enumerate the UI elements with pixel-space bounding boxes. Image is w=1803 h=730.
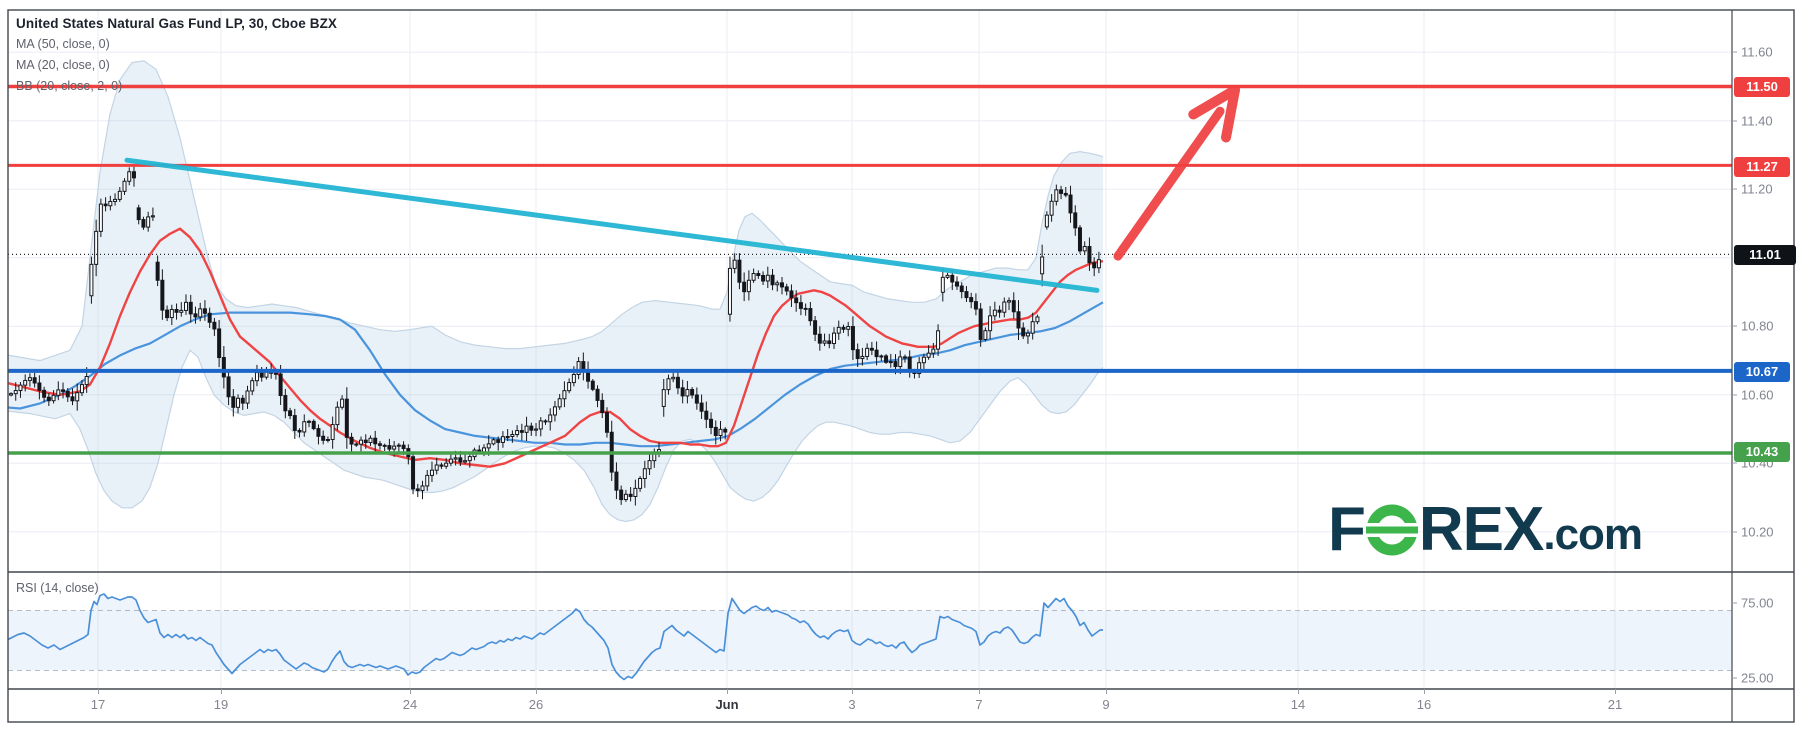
time-label-21: 21 bbox=[1607, 697, 1623, 712]
price-badge-11.27: 11.27 bbox=[1734, 157, 1790, 177]
bollinger-lower-line bbox=[8, 349, 1104, 523]
time-tick bbox=[852, 689, 853, 694]
bollinger-band-fill bbox=[8, 60, 1103, 522]
price-badge-10.67: 10.67 bbox=[1734, 362, 1790, 382]
rsi-line bbox=[8, 593, 1103, 681]
price-badge-11.01: 11.01 bbox=[1734, 245, 1796, 265]
time-label-9: 9 bbox=[1102, 697, 1110, 712]
indicator-label-ma20[interactable]: MA (20, close, 0) bbox=[16, 58, 110, 72]
time-label-16: 16 bbox=[1416, 697, 1432, 712]
time-tick bbox=[979, 689, 980, 694]
price-tick-label: 10.80 bbox=[1741, 318, 1774, 334]
logo-text-f: F bbox=[1328, 495, 1366, 564]
price-tick-label: 11.20 bbox=[1741, 181, 1773, 197]
indicator-label-ma50[interactable]: MA (50, close, 0) bbox=[16, 37, 110, 51]
time-tick bbox=[410, 689, 411, 694]
price-tick-dash bbox=[1732, 325, 1737, 327]
chart-legend: United States Natural Gas Fund LP, 30, C… bbox=[16, 13, 337, 97]
ma50-line bbox=[8, 301, 1104, 448]
price-tick-dash bbox=[1732, 602, 1737, 604]
indicator-label-bb[interactable]: BB (20, close, 2, 0) bbox=[16, 79, 123, 93]
price-tick-dash bbox=[1732, 188, 1737, 190]
descending-trendline[interactable] bbox=[124, 157, 1100, 293]
time-label-26: 26 bbox=[528, 697, 544, 712]
logo-text-dotcom: .com bbox=[1543, 510, 1643, 559]
price-tick-label: 10.20 bbox=[1741, 524, 1774, 540]
time-label-19: 19 bbox=[213, 697, 229, 712]
price-tick-dash bbox=[1732, 531, 1737, 533]
logo-currency-o-icon bbox=[1365, 504, 1418, 556]
price-tick-label: 75.00 bbox=[1741, 595, 1774, 611]
symbol-title[interactable]: United States Natural Gas Fund LP, 30, C… bbox=[16, 16, 338, 31]
time-tick bbox=[1298, 689, 1299, 694]
time-tick bbox=[221, 689, 222, 694]
time-label-3: 3 bbox=[848, 697, 856, 712]
forex-com-watermark: F REX .com bbox=[1328, 495, 1732, 564]
price-badge-10.43: 10.43 bbox=[1734, 442, 1790, 462]
time-tick bbox=[1106, 689, 1107, 694]
price-tick-label: 25.00 bbox=[1741, 670, 1774, 686]
ma20-line bbox=[8, 227, 1104, 468]
time-tick bbox=[1615, 689, 1616, 694]
logo-text-rex: REX bbox=[1418, 495, 1544, 564]
price-tick-dash bbox=[1732, 394, 1737, 396]
price-tick-dash bbox=[1732, 677, 1737, 679]
indicator-label-rsi[interactable]: RSI (14, close) bbox=[16, 581, 99, 595]
price-tick-label: 11.40 bbox=[1741, 113, 1773, 129]
price-tick-label: 10.60 bbox=[1741, 387, 1774, 403]
horizontal-levels[interactable] bbox=[8, 84, 1732, 455]
time-tick bbox=[1424, 689, 1425, 694]
rsi-pane[interactable] bbox=[0, 593, 1732, 681]
time-label-7: 7 bbox=[975, 697, 983, 712]
time-label-17: 17 bbox=[90, 697, 106, 712]
time-tick bbox=[98, 689, 99, 694]
price-tick-dash bbox=[1732, 462, 1737, 464]
time-label-14: 14 bbox=[1290, 697, 1306, 712]
price-tick-label: 11.60 bbox=[1741, 44, 1773, 60]
time-label-Jun: Jun bbox=[715, 697, 739, 712]
time-label-24: 24 bbox=[402, 697, 418, 712]
time-tick bbox=[727, 689, 728, 694]
projection-arrow[interactable] bbox=[1113, 84, 1240, 261]
price-tick-dash bbox=[1732, 120, 1737, 122]
time-tick bbox=[536, 689, 537, 694]
price-badge-11.50: 11.50 bbox=[1734, 77, 1790, 97]
price-tick-dash bbox=[1732, 51, 1737, 53]
